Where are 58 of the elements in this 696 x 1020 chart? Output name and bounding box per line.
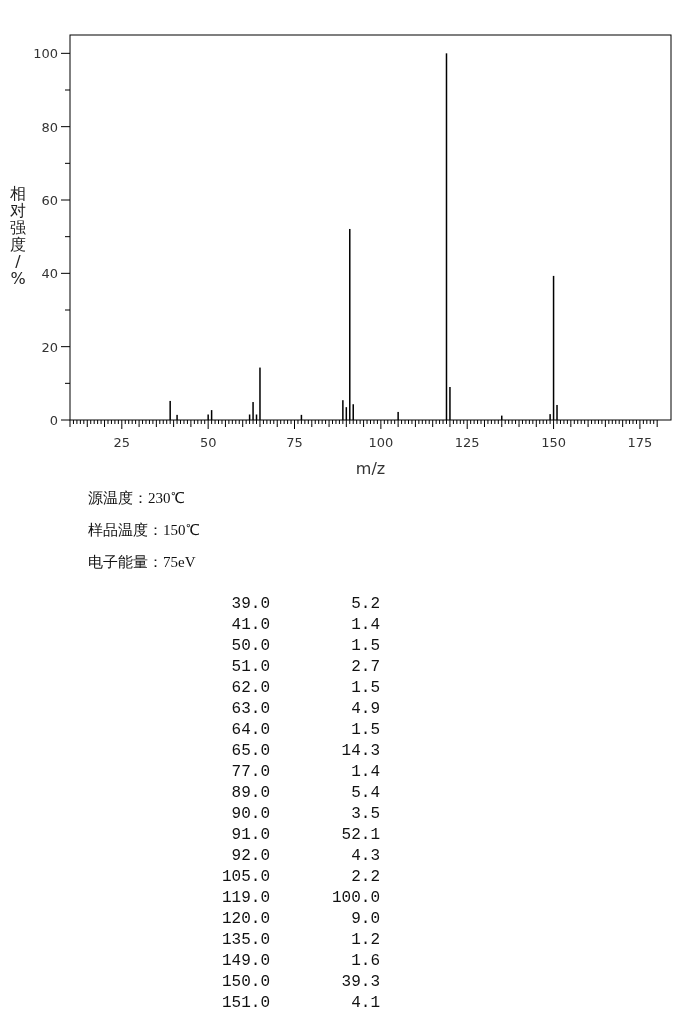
text: 151.0 xyxy=(221,994,270,1012)
text: 1.5 xyxy=(351,721,380,739)
text: 65.0 xyxy=(231,742,270,760)
text: 1.5 xyxy=(351,637,380,655)
text: 9.0 xyxy=(351,910,380,928)
text: 135.0 xyxy=(221,931,270,949)
text: 39.0 xyxy=(231,595,270,613)
text: 样品温度：150℃ xyxy=(88,522,200,538)
text: 77.0 xyxy=(231,763,270,781)
text: 120.0 xyxy=(221,910,270,928)
text: 89.0 xyxy=(231,784,270,802)
x-tick-label: 75 xyxy=(286,435,303,450)
text: 91.0 xyxy=(231,826,270,844)
text: 3.5 xyxy=(351,805,380,823)
text: 63.0 xyxy=(231,700,270,718)
text: 62.0 xyxy=(231,679,270,697)
text: 105.0 xyxy=(221,868,270,886)
y-tick-label: 100 xyxy=(33,46,58,62)
x-tick-label: 100 xyxy=(368,435,394,450)
text: 2.7 xyxy=(351,658,380,676)
y-tick-label: 80 xyxy=(41,119,58,135)
y-tick-label: 0 xyxy=(49,413,58,428)
text: 52.1 xyxy=(341,826,380,844)
x-tick-label: 150 xyxy=(541,435,566,450)
text: 64.0 xyxy=(231,721,270,739)
text: 4.1 xyxy=(351,994,380,1012)
text: 51.0 xyxy=(231,658,270,676)
text: 4.9 xyxy=(351,700,380,718)
text: 1.5 xyxy=(351,679,380,697)
text: 5.2 xyxy=(351,595,380,613)
y-tick-label: 60 xyxy=(41,193,58,208)
text: 源温度：230℃ xyxy=(88,490,185,506)
text: 50.0 xyxy=(231,637,270,655)
text: 149.0 xyxy=(221,952,270,970)
text: 90.0 xyxy=(231,805,270,823)
text: 1.4 xyxy=(351,616,380,634)
text: 2.2 xyxy=(351,868,380,886)
text: 119.0 xyxy=(221,889,270,907)
text: 41.0 xyxy=(231,616,270,634)
x-tick-label: 50 xyxy=(199,435,217,450)
text: 1.2 xyxy=(351,931,380,949)
x-tick-label: 125 xyxy=(454,435,480,450)
y-tick-label: 40 xyxy=(41,266,58,282)
text: 1.6 xyxy=(351,952,380,970)
text: 150.0 xyxy=(221,973,270,991)
text: 5.4 xyxy=(351,784,380,802)
text: 14.3 xyxy=(341,742,380,760)
x-tick-label: 175 xyxy=(627,435,653,450)
text: 1.4 xyxy=(351,763,380,781)
text: 4.3 xyxy=(351,847,380,865)
x-tick-label: 25 xyxy=(113,435,131,450)
x-axis-title: m/z xyxy=(355,459,386,478)
y-tick-label: 20 xyxy=(41,339,58,355)
text: 电子能量：75eV xyxy=(88,554,196,570)
text: 100.0 xyxy=(331,889,380,907)
y-axis-title: 相对强度/% xyxy=(10,183,26,288)
text: 92.0 xyxy=(231,847,270,865)
text: 39.3 xyxy=(341,973,380,991)
